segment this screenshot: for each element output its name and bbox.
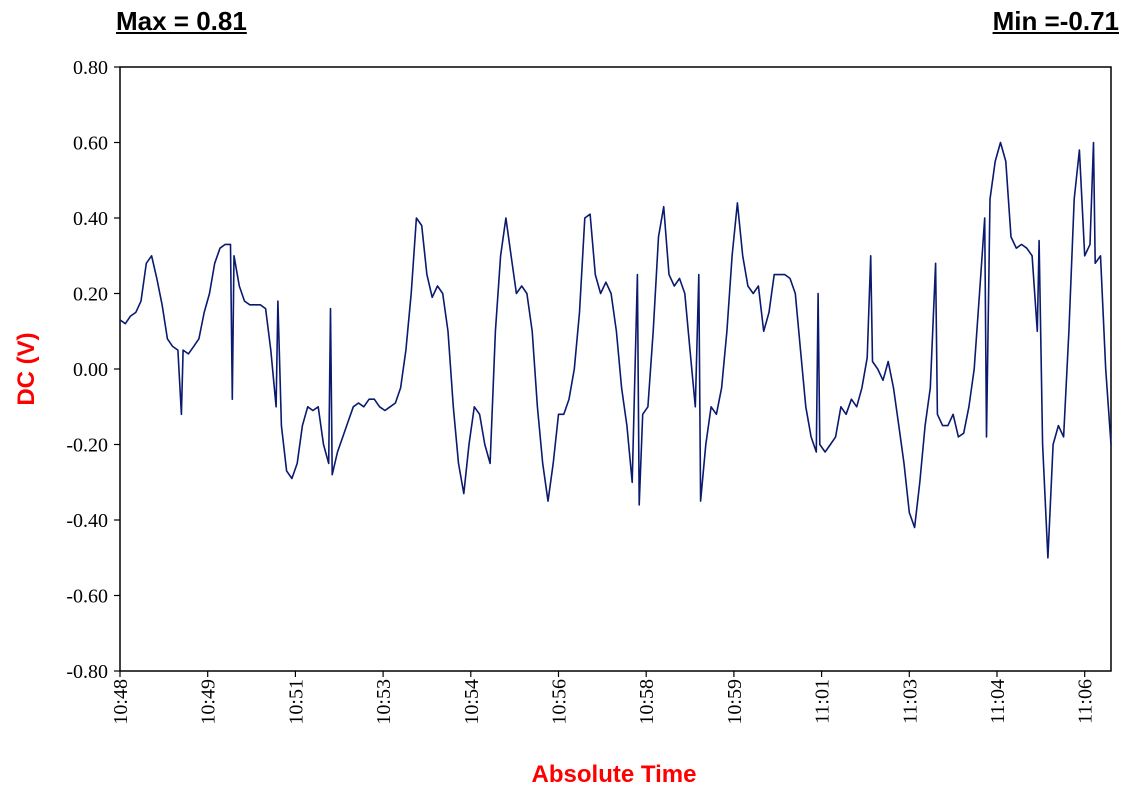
- y-tick-label: 0.00: [73, 359, 108, 381]
- x-tick-label: 10:51: [285, 679, 307, 725]
- max-value-label: Max = 0.81: [116, 6, 247, 36]
- y-tick-label: -0.60: [66, 586, 108, 608]
- x-tick-label: 10:54: [461, 679, 483, 725]
- x-axis-title: Absolute Time: [532, 761, 697, 788]
- x-tick-label: 10:53: [373, 679, 395, 725]
- y-tick-label: -0.80: [66, 661, 108, 683]
- x-tick-label: 10:56: [548, 679, 570, 725]
- y-tick-label: -0.40: [66, 510, 108, 532]
- x-tick-label: 10:58: [636, 679, 658, 725]
- x-tick-label: 11:06: [1075, 679, 1097, 724]
- y-tick-label: 0.60: [73, 133, 108, 155]
- x-tick-label: 11:03: [899, 679, 921, 724]
- x-tick-label: 10:59: [724, 679, 746, 725]
- x-tick-label: 11:04: [987, 679, 1009, 724]
- min-value-label: Min =-0.71: [992, 6, 1119, 36]
- y-axis-title: DC (V): [13, 332, 40, 405]
- plot-frame: [119, 66, 1112, 672]
- y-tick-label: -0.20: [66, 435, 108, 457]
- y-tick-label: 0.80: [73, 57, 108, 79]
- x-tick-label: 10:49: [198, 679, 220, 725]
- plot-area: 0.80 0.60 0.40 0.20 0.00 -0.20 -0.40 -0.60 -0.80…: [66, 57, 1112, 725]
- y-tick-label: 0.40: [73, 208, 108, 230]
- x-tick-label: 10:48: [110, 679, 132, 725]
- y-tick-label: 0.20: [73, 284, 108, 306]
- x-tick-label: 11:01: [812, 679, 834, 724]
- series-line: [119, 141, 1112, 559]
